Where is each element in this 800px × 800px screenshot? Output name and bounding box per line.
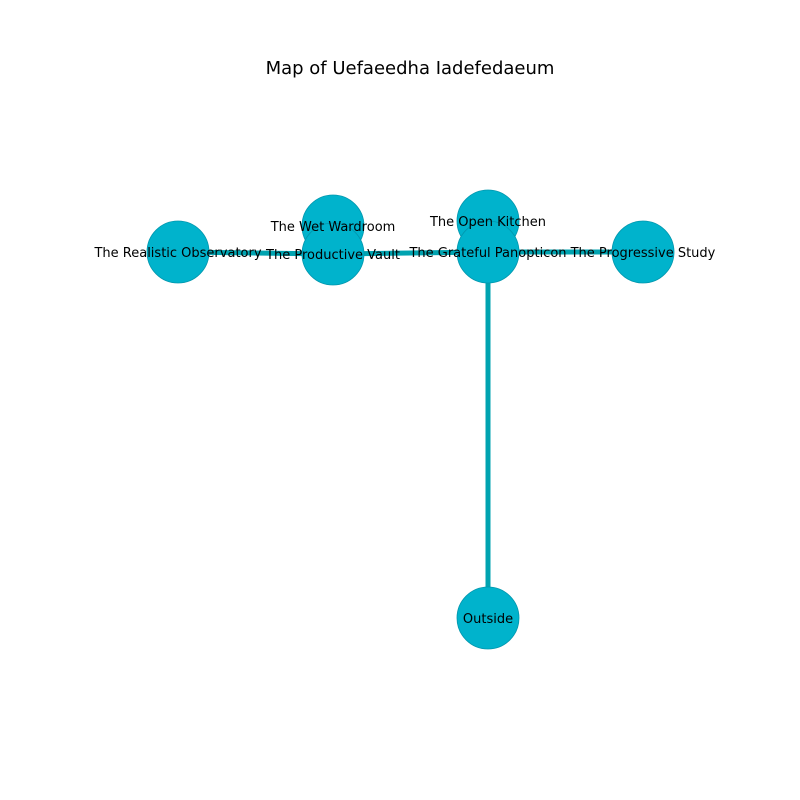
node-vault — [301, 222, 365, 286]
node-outside — [456, 586, 520, 650]
edges-layer — [177, 221, 643, 618]
node-panopticon — [456, 220, 520, 284]
node-label-kitchen: The Open Kitchen — [429, 215, 546, 230]
node-label-vault: The Productive Vault — [265, 248, 400, 263]
nodes-layer — [146, 189, 675, 650]
map-title: Map of Uefaeedha Iadefedaeum — [266, 58, 555, 79]
node-label-realistic: The Realistic Observatory — [93, 246, 261, 261]
node-study — [611, 220, 675, 284]
node-label-outside: Outside — [463, 612, 513, 627]
node-label-wet: The Wet Wardroom — [270, 220, 396, 235]
node-label-study: The Progressive Study — [570, 246, 716, 261]
labels-layer: The Realistic Observatory The Wet Wardroo… — [93, 215, 715, 627]
node-realistic — [146, 220, 210, 284]
node-label-panopticon: The Grateful Panopticon — [408, 246, 566, 261]
